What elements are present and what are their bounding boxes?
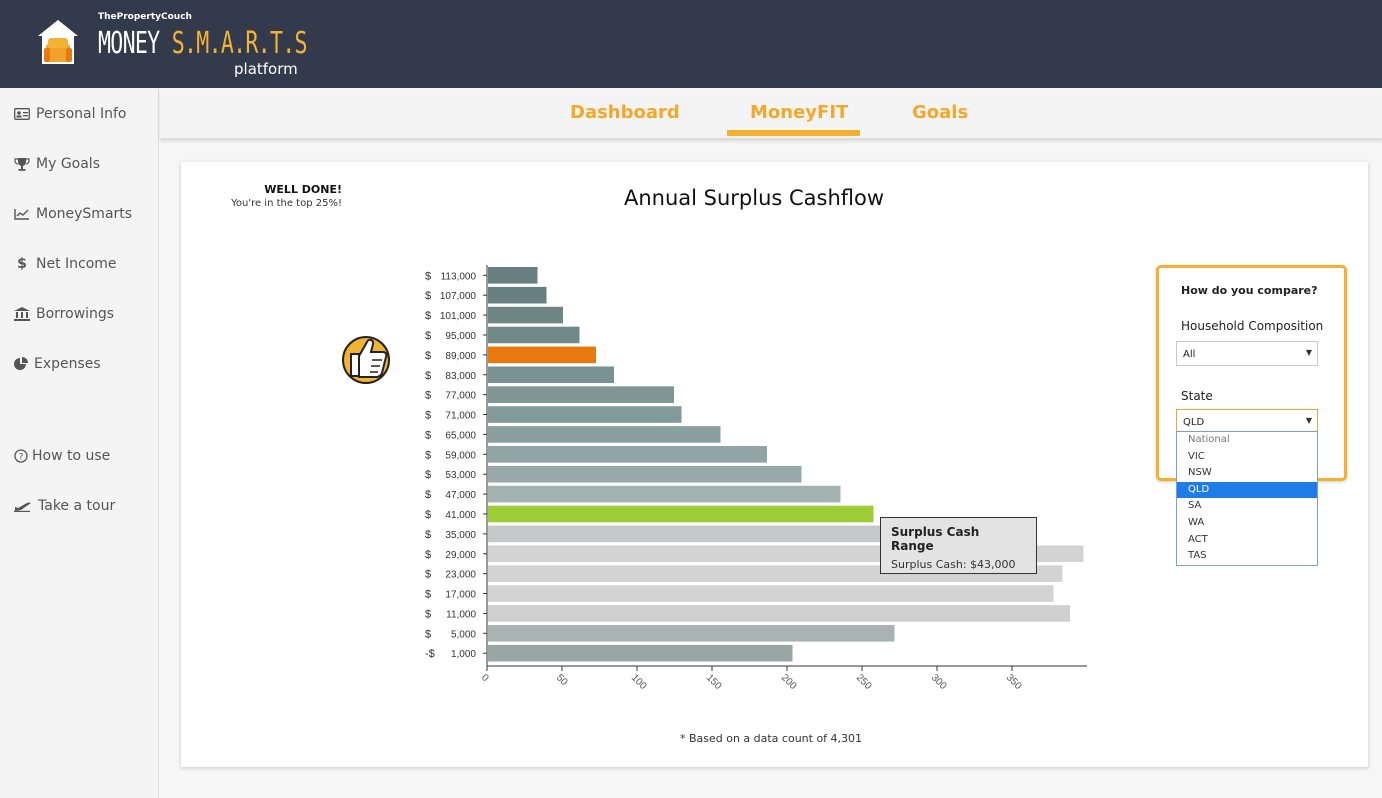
household-composition-value: All [1183,349,1196,360]
chevron-down-icon: ▼ [1305,416,1312,425]
sidebar-item-how-to-use[interactable]: ? How to use [14,448,110,464]
question-circle-icon: ? [14,449,28,463]
chart-tooltip: Surplus Cash Range Surplus Cash: $43,000 [880,517,1037,574]
state-option-act[interactable]: ACT [1188,533,1208,545]
line-chart-icon [14,209,29,220]
company-name: ThePropertyCouch [98,12,192,22]
achievement-title: WELL DONE! [264,183,342,196]
sidebar-item-label: Net Income [36,256,117,272]
sidebar-item-expenses[interactable]: Expenses [14,356,101,372]
dollar-icon: $ [17,256,27,272]
sidebar-item-label: MoneySmarts [36,206,133,222]
sidebar-item-label: My Goals [36,156,100,172]
sidebar-item-my-goals[interactable]: My Goals [14,156,100,172]
achievement-message: WELL DONE! You're in the top 25%! [231,183,342,209]
state-option-tas[interactable]: TAS [1188,550,1207,562]
sidebar-item-label: Personal Info [36,106,127,122]
sidebar-item-moneysmarts[interactable]: MoneySmarts [14,206,132,222]
card-title: Annual Surplus Cashflow [623,186,885,210]
sidebar-item-take-a-tour[interactable]: Take a tour [14,498,115,514]
state-value: QLD [1183,417,1205,428]
household-composition-select[interactable]: All ▼ [1176,341,1318,366]
state-dropdown-list: National VIC NSW QLD SA WA ACT TAS [1176,431,1318,566]
state-option-qld[interactable]: QLD [1177,481,1317,499]
sidebar-item-net-income[interactable]: $ Net Income [14,256,117,272]
main-tabs: Dashboard MoneyFIT Goals [160,90,1382,139]
state-option-vic[interactable]: VIC [1188,450,1205,462]
state-option-sa[interactable]: SA [1188,500,1202,512]
sidebar: Personal Info My Goals MoneySmarts $ Net… [0,88,159,798]
product-prefix: Money [98,26,160,61]
trophy-icon [14,158,30,171]
house-couch-logo-icon [38,20,78,64]
thumbs-up-icon [342,336,390,384]
data-count-note: * Based on a data count of 4,301 [679,732,863,745]
tab-goals[interactable]: Goals [912,102,969,123]
household-composition-label: Household Composition [1181,319,1324,333]
state-label: State [1181,389,1213,403]
sidebar-item-borrowings[interactable]: Borrowings [14,306,114,322]
tooltip-title: Surplus Cash Range [891,525,980,553]
state-option-national[interactable]: National [1188,434,1230,445]
bank-icon [14,307,30,321]
sidebar-item-personal-info[interactable]: Personal Info [14,106,126,122]
tab-dashboard[interactable]: Dashboard [570,102,680,123]
sidebar-item-label: Expenses [34,356,101,372]
product-highlight: S.M.A.R.T.S [171,26,308,61]
product-name: Money S.M.A.R.T.S [98,26,308,61]
tooltip-value: Surplus Cash: $43,000 [891,558,1016,571]
tab-moneyfit[interactable]: MoneyFIT [750,102,849,123]
chevron-down-icon: ▼ [1305,348,1312,357]
active-tab-indicator [727,130,860,136]
achievement-subtitle: You're in the top 25%! [231,198,342,209]
sidebar-item-label: Borrowings [36,306,115,322]
compare-heading: How do you compare? [1181,284,1318,297]
svg-text:?: ? [19,453,24,463]
plane-icon [14,502,31,512]
pie-chart-icon [14,357,28,370]
top-header: ThePropertyCouch Money S.M.A.R.T.S platf… [0,0,1382,88]
sidebar-item-label: How to use [32,448,111,464]
state-option-wa[interactable]: WA [1188,516,1205,528]
state-option-nsw[interactable]: NSW [1188,467,1212,479]
product-suffix: platform [234,60,298,78]
id-card-icon [14,108,30,120]
sidebar-item-label: Take a tour [38,498,116,514]
